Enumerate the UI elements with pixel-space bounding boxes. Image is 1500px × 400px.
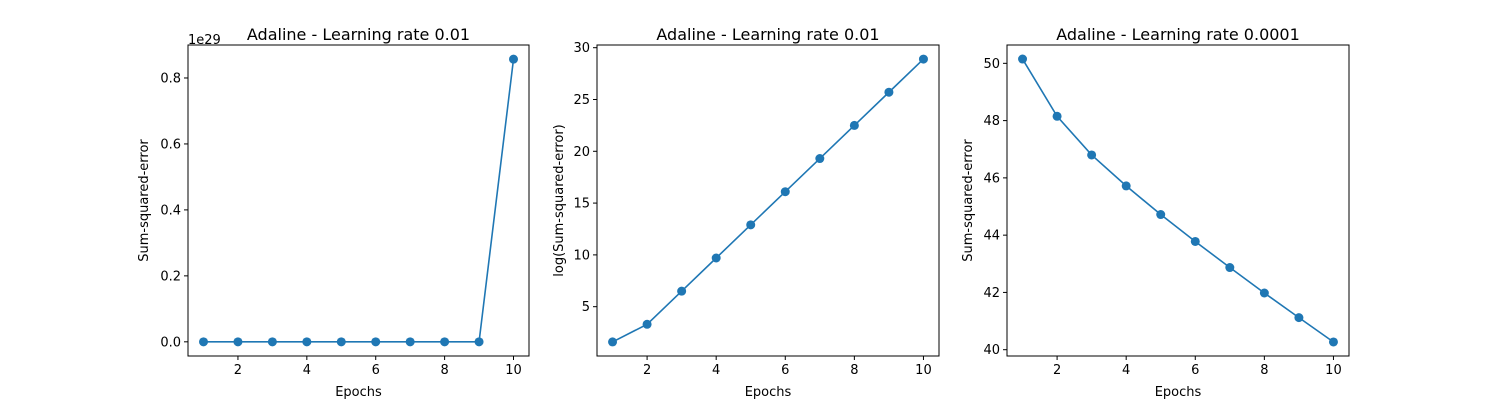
data-point: [1156, 210, 1166, 220]
y-axis-label: log(Sum-squared-error): [552, 124, 567, 277]
y-axis-offset-label: 1e29: [188, 33, 221, 48]
data-point: [302, 337, 312, 347]
data-point: [746, 220, 756, 230]
y-tick-label: 50: [983, 57, 1000, 72]
x-tick-label: 2: [234, 363, 242, 378]
data-point: [405, 337, 415, 347]
y-tick-label: 46: [983, 171, 1000, 186]
series-line: [612, 58, 925, 343]
data-point: [440, 337, 450, 347]
y-tick-label: 0.2: [160, 269, 181, 284]
data-point: [884, 87, 894, 97]
series-line: [1021, 58, 1334, 343]
x-tick-label: 10: [915, 363, 932, 378]
data-point: [509, 54, 518, 64]
data-point: [849, 120, 859, 130]
data-point: [336, 337, 346, 347]
y-tick-label: 0.8: [160, 71, 181, 86]
data-point: [642, 319, 652, 329]
x-tick-label: 6: [372, 363, 380, 378]
data-point: [267, 337, 277, 347]
data-point: [1190, 236, 1200, 246]
x-tick-label: 8: [440, 363, 448, 378]
x-tick-label: 10: [1325, 363, 1342, 378]
data-point: [1052, 111, 1062, 121]
x-axis-label: Epochs: [1155, 385, 1202, 400]
data-point: [608, 337, 618, 347]
y-tick-label: 48: [983, 114, 1000, 129]
data-point: [1294, 313, 1304, 323]
x-axis-label: Epochs: [745, 385, 792, 400]
axes-frame: [596, 44, 940, 357]
plot-area: 2 4 6 8 10 5 10 15 20 25 30: [573, 41, 931, 378]
y-axis-label: Sum-squared-error: [961, 139, 976, 262]
data-point: [1018, 54, 1028, 64]
data-point: [815, 154, 825, 164]
x-tick-label: 6: [781, 363, 789, 378]
axes-frame: [187, 44, 530, 357]
axes-frame: [1006, 44, 1350, 357]
x-tick-label: 4: [303, 363, 311, 378]
x-tick-label: 8: [850, 363, 858, 378]
y-axis-label: Sum-squared-error: [137, 139, 152, 262]
x-tick-label: 4: [712, 363, 720, 378]
y-tick-label: 44: [983, 229, 1000, 244]
chart-title: Adaline - Learning rate 0.01: [247, 25, 470, 44]
x-axis-label: Epochs: [335, 385, 382, 400]
data-point: [1225, 263, 1235, 273]
x-tick-label: 6: [1191, 363, 1199, 378]
x-tick-label: 8: [1260, 363, 1268, 378]
y-tick-label: 5: [582, 300, 590, 315]
data-point: [199, 337, 208, 347]
data-point: [677, 286, 687, 296]
y-tick-label: 0.6: [160, 137, 181, 152]
data-point: [474, 337, 484, 347]
y-tick-label: 25: [573, 93, 590, 108]
y-tick-label: 10: [573, 248, 590, 263]
y-tick-label: 42: [983, 286, 1000, 301]
data-point: [918, 54, 928, 64]
y-tick-label: 0.0: [160, 335, 181, 350]
x-tick-label: 2: [1053, 363, 1061, 378]
plot-area: 2 4 6 8 10 0.0 0.2 0.4 0.6 0.8: [160, 54, 522, 378]
x-tick-label: 4: [1122, 363, 1130, 378]
y-tick-label: 30: [573, 41, 590, 56]
data-point: [711, 253, 721, 263]
chart-panel-3: Adaline - Learning rate 0.0001 2 4 6 8 10404…: [961, 25, 1350, 400]
data-point: [1087, 150, 1097, 160]
chart-title: Adaline - Learning rate 0.01: [656, 25, 879, 44]
data-point: [233, 337, 243, 347]
chart-title: Adaline - Learning rate 0.0001: [1056, 25, 1300, 44]
y-tick-label: 15: [573, 197, 590, 212]
data-point: [780, 187, 790, 197]
x-tick-label: 10: [505, 363, 522, 378]
data-point: [1259, 288, 1269, 298]
series-line: [203, 59, 515, 343]
y-tick-label: 20: [573, 145, 590, 160]
data-point: [371, 337, 381, 347]
data-point: [1121, 181, 1131, 191]
x-tick-label: 2: [643, 363, 651, 378]
data-point: [1328, 337, 1338, 347]
chart-panel-2: Adaline - Learning rate 0.01 2 4 6 8 10 5 10 15…: [552, 25, 940, 400]
y-tick-label: 40: [983, 343, 1000, 358]
y-tick-label: 0.4: [160, 203, 181, 218]
chart-panel-1: Adaline - Learning rate 0.01 1e29 2 4 6 8 10…: [137, 25, 530, 400]
